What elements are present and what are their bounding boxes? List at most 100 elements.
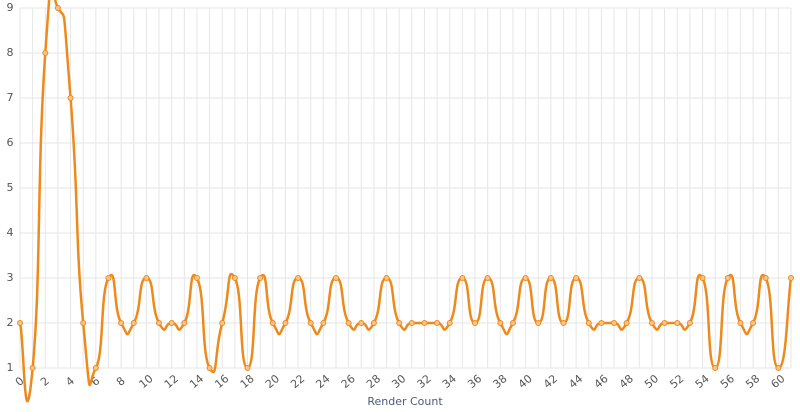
x-tick-label: 52 xyxy=(667,372,686,391)
x-axis-title: Render Count xyxy=(367,395,443,408)
point xyxy=(383,275,390,281)
point xyxy=(181,320,188,326)
point xyxy=(332,275,339,281)
point xyxy=(358,320,365,326)
point xyxy=(118,320,125,326)
x-tick-label: 40 xyxy=(516,372,535,391)
y-tick-label: 7 xyxy=(7,91,14,104)
point xyxy=(472,320,479,326)
y-tick-label: 2 xyxy=(7,316,14,329)
y-tick-label: 5 xyxy=(7,181,14,194)
y-tick-label: 6 xyxy=(7,136,14,149)
point xyxy=(497,320,504,326)
x-tick-label: 2 xyxy=(38,374,52,388)
point xyxy=(674,320,681,326)
point xyxy=(282,320,289,326)
y-tick-label: 8 xyxy=(7,46,14,59)
x-tick-label: 54 xyxy=(693,372,712,391)
x-tick-label: 12 xyxy=(162,372,181,391)
x-tick-label: 24 xyxy=(313,372,332,391)
x-tick-label: 8 xyxy=(114,374,128,388)
point xyxy=(67,95,74,101)
point xyxy=(775,365,782,371)
point xyxy=(522,275,529,281)
point xyxy=(636,275,643,281)
point xyxy=(623,320,630,326)
y-tick-label: 4 xyxy=(7,226,14,239)
point xyxy=(92,365,99,371)
point xyxy=(193,275,200,281)
point xyxy=(699,275,706,281)
point xyxy=(459,275,466,281)
point xyxy=(788,275,794,281)
x-tick-label: 50 xyxy=(642,372,661,391)
point xyxy=(648,320,655,326)
x-tick-label: 60 xyxy=(768,372,787,391)
point xyxy=(307,320,314,326)
x-tick-label: 56 xyxy=(718,372,737,391)
point xyxy=(244,365,251,371)
point xyxy=(370,320,377,326)
point xyxy=(345,320,352,326)
point xyxy=(573,275,580,281)
point xyxy=(17,320,23,326)
point xyxy=(686,320,693,326)
x-tick-label: 22 xyxy=(288,372,307,391)
point xyxy=(750,320,757,326)
point xyxy=(712,365,719,371)
point xyxy=(509,320,516,326)
x-tick-label: 30 xyxy=(389,372,408,391)
point xyxy=(434,320,441,326)
line xyxy=(18,0,793,403)
x-tick-label: 20 xyxy=(263,372,282,391)
y-tick-label: 3 xyxy=(7,271,14,284)
point xyxy=(396,320,403,326)
point xyxy=(143,275,150,281)
point xyxy=(598,320,605,326)
point xyxy=(219,320,226,326)
point xyxy=(257,275,264,281)
x-tick-label: 16 xyxy=(212,372,231,391)
point xyxy=(130,320,137,326)
x-tick-label: 58 xyxy=(743,372,762,391)
point xyxy=(724,275,731,281)
point xyxy=(661,320,668,326)
x-tick-label: 34 xyxy=(440,372,459,391)
point xyxy=(762,275,769,281)
point xyxy=(105,275,112,281)
point xyxy=(29,365,36,371)
x-tick-label: 14 xyxy=(187,372,206,391)
point xyxy=(42,50,49,56)
point xyxy=(560,320,567,326)
point xyxy=(484,275,491,281)
point xyxy=(54,5,61,11)
x-tick-label: 36 xyxy=(465,372,484,391)
point xyxy=(408,320,415,326)
x-tick-label: 44 xyxy=(566,372,585,391)
x-tick-label: 38 xyxy=(490,372,509,391)
y-tick-label: 1 xyxy=(7,361,14,374)
y-tick-label: 9 xyxy=(7,1,14,14)
x-tick-label: 10 xyxy=(137,372,156,391)
x-tick-label: 4 xyxy=(63,374,77,388)
point xyxy=(611,320,618,326)
x-tick-label: 48 xyxy=(617,372,636,391)
point xyxy=(231,275,238,281)
point xyxy=(168,320,175,326)
point xyxy=(80,320,87,326)
point xyxy=(737,320,744,326)
point xyxy=(269,320,276,326)
point xyxy=(535,320,542,326)
point xyxy=(446,320,453,326)
x-tick-label: 26 xyxy=(339,372,358,391)
point xyxy=(156,320,163,326)
x-tick-label: 46 xyxy=(592,372,611,391)
point xyxy=(206,365,213,371)
point xyxy=(585,320,592,326)
point xyxy=(421,320,428,326)
x-tick-label: 42 xyxy=(541,372,560,391)
point xyxy=(547,275,554,281)
x-tick-label: 32 xyxy=(415,372,434,391)
x-tick-label: 18 xyxy=(238,372,257,391)
